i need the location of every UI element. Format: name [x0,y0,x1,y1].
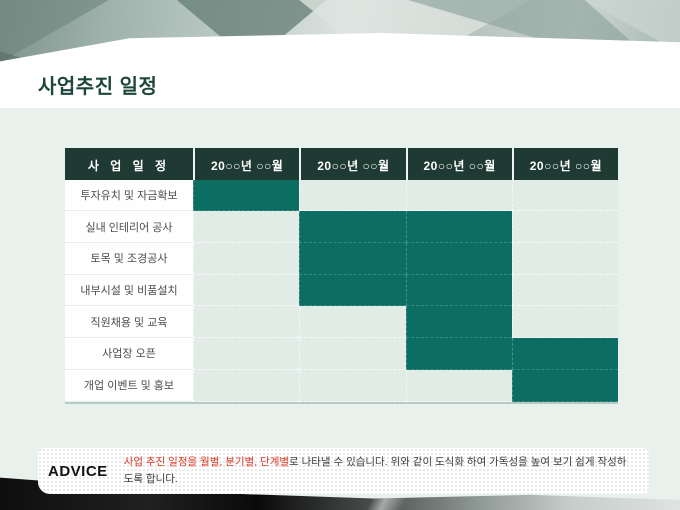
schedule-cell [299,179,406,212]
schedule-cell [405,306,512,339]
schedule-cell [299,243,406,275]
schedule-cell [193,369,300,402]
row-label-cell: 개업 이벤트 및 홍보 [65,369,193,402]
schedule-cell [511,306,618,339]
row-label-cell: 직원채용 및 교육 [65,306,193,339]
schedule-cell [299,306,406,339]
schedule-cell [511,179,618,212]
row-label-cell: 내부시설 및 비품설치 [65,274,193,307]
advice-text: 사업 추진 일정을 월별, 분기별, 단계별로 나타낼 수 있습니다. 위와 같… [124,454,635,488]
schedule-cell [405,338,512,370]
page-title: 사업추진 일정 [38,76,158,98]
table-header-label-cell: 사 업 일 정 [65,148,193,183]
schedule-cell [193,179,300,212]
schedule-cell [405,243,512,275]
schedule-cell [511,243,618,275]
schedule-cell [405,211,512,244]
row-label-cell: 사업장 오픈 [65,338,193,370]
schedule-cell [511,338,618,370]
row-label-cell: 실내 인테리어 공사 [65,211,193,244]
table-header-month-cell: 20○○년 ○○월 [405,148,512,183]
table-header-month-cell: 20○○년 ○○월 [193,148,300,183]
schedule-cell [299,338,406,370]
schedule-cell [193,338,300,370]
advice-highlight-text: 사업 추진 일정을 월별, 분기별, 단계별 [123,456,290,469]
schedule-cell [511,369,618,402]
schedule-cell [193,274,300,307]
schedule-cell [405,274,512,307]
row-label-cell: 투자유치 및 자금확보 [65,179,193,212]
table-header-month-cell: 20○○년 ○○월 [511,148,618,183]
schedule-cell [511,211,618,244]
schedule-cell [511,274,618,307]
advice-rest-text: 로 나타낼 수 있습니다. 위와 같이 도식화 하여 가독성을 높여 보기 쉽게… [123,456,627,485]
schedule-cell [299,211,406,244]
schedule-cell [193,211,300,244]
schedule-cell [193,306,300,339]
schedule-cell [299,274,406,307]
advice-label: ADVICE [48,462,108,480]
schedule-cell [405,179,512,212]
schedule-cell [299,369,406,402]
schedule-table: 사 업 일 정 20○○년 ○○월 20○○년 ○○월 20○○년 ○○월 20○○년 … [65,148,618,404]
schedule-cell [405,369,512,402]
header-banner-graphic [0,0,680,66]
advice-box: ADVICE 사업 추진 일정을 월별, 분기별, 단계별로 나타낼 수 있습니… [38,448,649,494]
row-label-cell: 토목 및 조경공사 [65,243,193,275]
schedule-cell [193,243,300,275]
table-header-month-cell: 20○○년 ○○월 [299,148,406,183]
